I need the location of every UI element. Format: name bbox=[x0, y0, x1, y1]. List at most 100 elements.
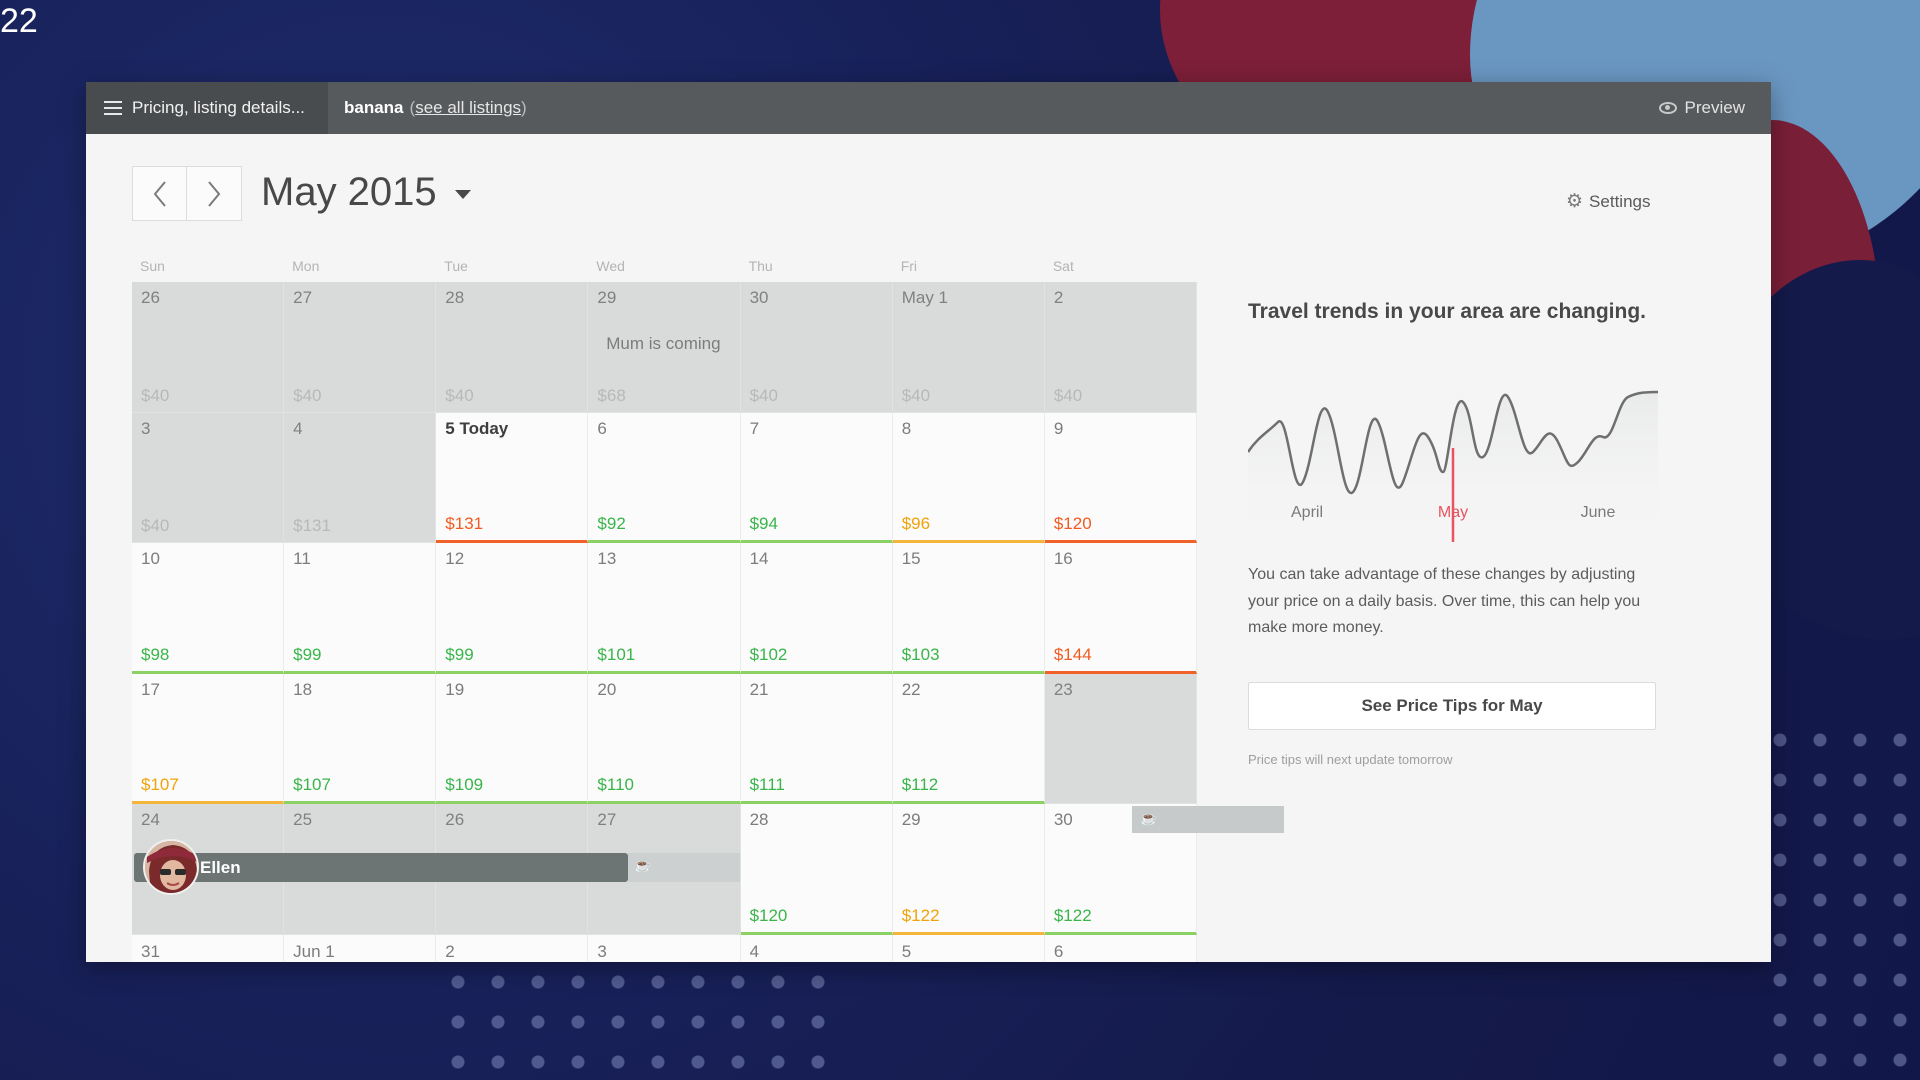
travel-trend-chart bbox=[1248, 390, 1658, 542]
day-number: 28 bbox=[445, 288, 465, 307]
calendar-day-cell[interactable]: 28 $40 bbox=[436, 282, 589, 413]
avatar[interactable] bbox=[143, 839, 199, 895]
calendar-day-cell[interactable]: 21 $111 bbox=[740, 673, 893, 804]
calendar-day-cell[interactable]: 4 bbox=[740, 934, 893, 962]
calendar-day-cell[interactable]: 6 bbox=[1044, 934, 1197, 962]
calendar-day-cell[interactable]: 18 $107 bbox=[284, 673, 437, 804]
day-number: 21 bbox=[749, 679, 769, 699]
calendar-day-cell[interactable]: 3 $40 bbox=[132, 412, 285, 543]
calendar-day-cell[interactable]: 14 $102 bbox=[740, 543, 893, 674]
calendar-day-cell[interactable]: Jun 1 bbox=[284, 934, 437, 962]
calendar-day-cell[interactable]: 29 $122 bbox=[892, 804, 1045, 935]
calendar-day-cell[interactable]: 2 $40 bbox=[1044, 282, 1197, 413]
settings-button[interactable]: ⚙ Settings bbox=[1566, 190, 1650, 213]
calendar-day-cell[interactable]: 12 $99 bbox=[436, 543, 589, 674]
day-number: 16 bbox=[1053, 549, 1073, 568]
day-price: $40 bbox=[749, 385, 778, 405]
calendar-day-cell[interactable]: 31 bbox=[132, 934, 285, 962]
weekday-label: Sun bbox=[140, 258, 165, 274]
calendar-day-cell[interactable]: 30 $122 bbox=[1044, 804, 1197, 935]
day-price: $103 bbox=[901, 644, 940, 664]
day-number: 29 bbox=[597, 288, 617, 307]
calendar-day-cell[interactable]: 20 $110 bbox=[588, 673, 741, 804]
day-price: $96 bbox=[901, 514, 931, 533]
day-price: $144 bbox=[1053, 644, 1092, 664]
day-price: $122 bbox=[901, 905, 940, 925]
day-price: $94 bbox=[749, 514, 778, 533]
day-number: 31 bbox=[141, 941, 160, 961]
day-number: 4 bbox=[749, 941, 760, 961]
day-number: 6 bbox=[1053, 941, 1064, 961]
calendar-day-cell[interactable]: 30 $40 bbox=[740, 282, 893, 413]
calendar-day-cell[interactable]: 2 bbox=[436, 934, 589, 962]
calendar-day-cell[interactable]: 26 $40 bbox=[132, 282, 285, 413]
calendar-day-cell[interactable]: 13 $101 bbox=[588, 543, 741, 674]
weekday-label: Wed bbox=[596, 258, 625, 274]
day-number: 5 Today bbox=[445, 418, 509, 438]
day-price: $40 bbox=[141, 385, 170, 405]
paren-open: ( bbox=[409, 98, 416, 117]
listing-menu-button[interactable]: Pricing, listing details... bbox=[86, 82, 328, 134]
calendar-day-cell[interactable]: May 1 $40 bbox=[892, 282, 1045, 413]
calendar-day-cell[interactable]: 23 bbox=[1044, 673, 1197, 804]
trend-line bbox=[1248, 390, 1658, 495]
day-price: $40 bbox=[445, 385, 474, 405]
day-number: 24 bbox=[141, 810, 160, 829]
calendar-day-cell[interactable]: 16 $144 bbox=[1044, 543, 1197, 674]
calendar-day-cell[interactable]: 17 $107 bbox=[132, 673, 285, 804]
calendar-day-cell[interactable]: 11 $99 bbox=[284, 543, 437, 674]
calendar-day-cell[interactable]: 10 $98 bbox=[132, 543, 285, 674]
blocked-dates-bar[interactable] bbox=[1132, 806, 1284, 833]
calendar-day-cell[interactable]: 29 Mum is coming $68 bbox=[588, 282, 741, 413]
day-price: $120 bbox=[749, 905, 788, 925]
weekday-label: Tue bbox=[444, 258, 468, 274]
reservation-bar[interactable]: Ellen bbox=[134, 853, 628, 882]
day-price: $131 bbox=[445, 514, 484, 533]
hamburger-icon bbox=[104, 101, 122, 115]
day-price: $109 bbox=[445, 775, 484, 794]
calendar-day-cell[interactable]: 5 Today $131 bbox=[436, 412, 589, 543]
calendar-day-cell[interactable]: 8 $96 bbox=[892, 412, 1045, 543]
day-price: $120 bbox=[1053, 514, 1092, 533]
coffee-cup-icon: ☕ bbox=[1140, 810, 1158, 826]
calendar-day-cell[interactable]: 28 $120 bbox=[740, 804, 893, 935]
day-number: 19 bbox=[445, 679, 465, 699]
previous-month-button[interactable] bbox=[132, 166, 187, 221]
see-all-listings-link[interactable]: see all listings bbox=[415, 98, 522, 117]
day-number: 12 bbox=[445, 549, 465, 568]
settings-label: Settings bbox=[1589, 191, 1651, 211]
calendar-day-cell[interactable]: 27 $40 bbox=[284, 282, 437, 413]
calendar-day-cell[interactable]: 7 $94 bbox=[740, 412, 893, 543]
day-number: 30 bbox=[749, 288, 769, 307]
preview-button[interactable]: Preview bbox=[1658, 98, 1745, 118]
day-number: Jun 1 bbox=[293, 941, 335, 961]
listing-name: banana bbox=[344, 98, 404, 117]
month-selector[interactable]: May 2015 bbox=[261, 170, 471, 215]
day-price: $131 bbox=[293, 516, 331, 535]
calendar-day-cell[interactable]: 15 $103 bbox=[892, 543, 1045, 674]
month-label-may: May bbox=[1437, 504, 1469, 521]
calendar-day-cell[interactable]: 3 bbox=[588, 934, 741, 962]
weekday-label: Fri bbox=[900, 258, 918, 274]
calendar-day-cell[interactable]: 4 $131 bbox=[284, 412, 437, 543]
decorative-dots bbox=[438, 962, 838, 1080]
calendar-day-cell[interactable]: 9 $120 bbox=[1044, 412, 1197, 543]
blocked-dates-bar[interactable] bbox=[628, 853, 740, 882]
listing-menu-label: Pricing, listing details... bbox=[132, 98, 305, 117]
next-month-button[interactable] bbox=[187, 166, 242, 221]
day-number: 6 bbox=[597, 418, 607, 438]
day-number: 3 bbox=[597, 941, 607, 961]
day-number: 29 bbox=[901, 810, 921, 829]
weekday-label: Sat bbox=[1052, 258, 1074, 274]
day-price: $101 bbox=[597, 644, 636, 664]
calendar-day-cell[interactable]: 6 $92 bbox=[588, 412, 741, 543]
see-price-tips-button[interactable]: See Price Tips for May bbox=[1248, 682, 1656, 730]
day-number: 8 bbox=[901, 418, 912, 438]
calendar-day-cell[interactable]: 5 bbox=[892, 934, 1045, 962]
calendar-day-cell[interactable]: 19 $109 bbox=[436, 673, 589, 804]
calendar-day-cell[interactable]: 22 $112 bbox=[892, 673, 1045, 804]
day-number: 30 bbox=[1053, 810, 1073, 829]
day-number: 26 bbox=[141, 288, 160, 307]
day-number: 27 bbox=[597, 810, 617, 829]
day-price: $107 bbox=[141, 775, 179, 794]
